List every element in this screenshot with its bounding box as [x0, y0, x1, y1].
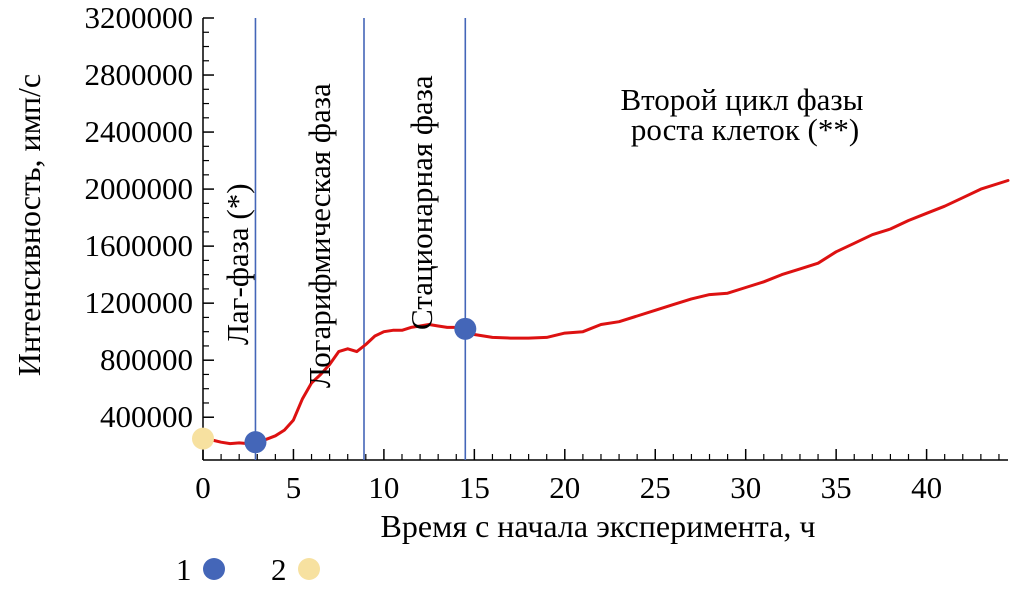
x-tick-label: 0	[195, 470, 211, 505]
phase-boundaries	[254, 18, 467, 460]
x-tick-label: 40	[911, 470, 942, 505]
x-tick-label: 30	[730, 470, 761, 505]
y-tick-label: 2400000	[85, 114, 194, 149]
marker-point-1	[454, 317, 477, 340]
y-axis-title: Интенсивность, имп/с	[11, 74, 47, 376]
x-tick-label: 10	[368, 470, 399, 505]
markers-layer	[192, 317, 477, 454]
marker-point-1	[244, 431, 267, 454]
y-tick-label: 1200000	[85, 285, 194, 320]
marker-point-2	[192, 427, 214, 450]
y-tick-label: 1600000	[85, 228, 194, 263]
y-tick-label: 400000	[100, 399, 193, 434]
phase-label-stationary: Стационарная фаза	[404, 75, 439, 330]
phase-label-lag: Лаг-фаза (*)	[220, 183, 255, 345]
x-tick-label: 15	[459, 470, 490, 505]
y-tick-label: 2000000	[85, 171, 194, 206]
legend: 1 2	[176, 552, 320, 587]
annotation-line-2: роста клеток (**)	[631, 112, 859, 147]
annotation-line-1: Второй цикл фазы	[620, 82, 863, 117]
legend-marker-1	[203, 558, 225, 580]
legend-label-1: 1	[176, 552, 192, 587]
legend-label-2: 2	[271, 552, 287, 587]
x-axis-title: Время с начала эксперимента, ч	[381, 508, 816, 544]
y-tick-label: 3200000	[85, 0, 194, 35]
legend-marker-2	[298, 558, 320, 580]
x-tick-label: 35	[821, 470, 852, 505]
x-tick-label: 20	[549, 470, 580, 505]
x-tick-label: 5	[286, 470, 302, 505]
y-tick-label: 800000	[100, 342, 193, 377]
x-tick-label: 25	[640, 470, 671, 505]
y-tick-label: 2800000	[85, 57, 194, 92]
ticks-layer: 400000 800000 1200000 1600000 2000000 2400000…	[85, 0, 1000, 505]
phase-label-log: Логарифмическая фаза	[302, 83, 337, 388]
